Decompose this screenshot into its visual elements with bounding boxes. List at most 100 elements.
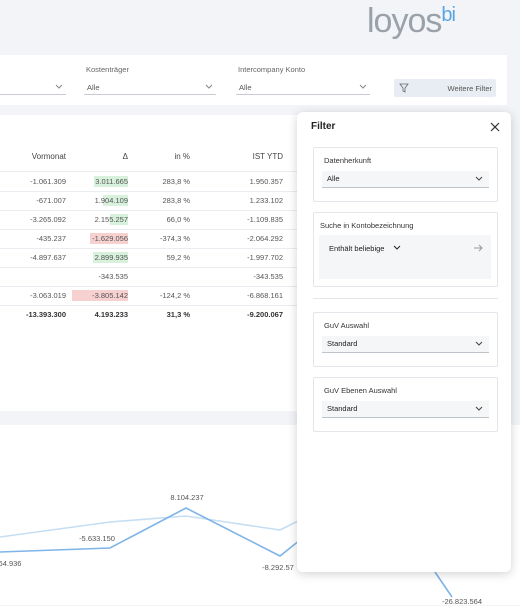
line-secondary <box>0 515 301 538</box>
chevron <box>475 341 483 346</box>
table-cell: -2.064.292 <box>247 234 283 243</box>
column-header: IST YTD <box>252 152 283 161</box>
section-label: Datenherkunft <box>324 156 372 165</box>
table-cell: 1.233.102 <box>249 196 283 205</box>
delta-bar <box>72 290 128 301</box>
table-cell: 3.011.665 <box>95 177 128 186</box>
table-cell: -3.805.142 <box>92 291 128 300</box>
table-cell: -343.535 <box>253 272 283 281</box>
chevron <box>359 84 367 89</box>
table-cell: 283,8 % <box>162 196 190 205</box>
table-cell: -1.061.309 <box>30 177 66 186</box>
submit-arrow[interactable] <box>473 243 483 253</box>
delta-bar <box>103 195 128 206</box>
delta-bar <box>94 176 128 187</box>
data-label: -26.823.564 <box>441 597 483 606</box>
dropdown-value: Alle <box>327 174 340 183</box>
row-separator <box>0 171 300 172</box>
dropdown[interactable]: Alle <box>322 171 489 188</box>
filter-bar: Kostenträger Alle Intercompany Konto All… <box>0 55 507 105</box>
search-mode[interactable]: Enthält beliebige <box>329 244 385 253</box>
data-label: 64.936 <box>0 559 22 568</box>
section-label: GuV Auswahl <box>324 321 370 330</box>
table-cell: -124,2 % <box>159 291 190 300</box>
section-label: GuV Ebenen Auswahl <box>324 386 397 395</box>
table-cell: -343.535 <box>98 272 128 281</box>
field-label: Intercompany Konto <box>238 65 306 74</box>
row-separator <box>0 210 300 211</box>
filter-panel: Filter Datenherkunft Alle Suche in Konto… <box>297 112 511 572</box>
table-cell: 1.904.109 <box>94 196 128 205</box>
table-cell: 2.899.935 <box>94 253 128 262</box>
logo-word: loyos <box>367 2 442 40</box>
row-separator <box>0 305 300 306</box>
table-cell: 283,8 % <box>162 177 190 186</box>
line-chart <box>0 507 453 598</box>
panel-title: Filter <box>311 121 336 132</box>
delta-bar <box>110 214 128 225</box>
table-cell: 2.155.257 <box>94 215 128 224</box>
row-separator <box>0 267 300 268</box>
table-cell: -671.007 <box>36 196 66 205</box>
line-primary <box>434 571 453 598</box>
data-label: 8.104.237 <box>170 493 204 502</box>
dropdown[interactable] <box>0 80 66 95</box>
dropdown-value: Alle <box>87 83 100 92</box>
table-cell: -3.063.019 <box>30 291 66 300</box>
more-filters-button[interactable]: Weitere Filter <box>394 79 496 97</box>
filter-icon <box>399 83 409 93</box>
total-cell: -9.200.067 <box>247 310 283 319</box>
row-separator <box>0 286 300 287</box>
column-header: Δ <box>122 152 128 161</box>
search-field[interactable]: Enthält beliebige <box>319 235 491 279</box>
table-cell: 59,2 % <box>166 253 190 262</box>
table-cell: -3.265.092 <box>30 215 66 224</box>
table-cell: -435.237 <box>36 234 66 243</box>
logo: loyosbi <box>367 2 456 41</box>
logo-suffix: bi <box>441 4 456 26</box>
filter-section: GuV Auswahl Standard <box>313 312 498 367</box>
table-cell: -374,3 % <box>159 234 190 243</box>
table-cell: -1.629.056 <box>92 234 128 243</box>
field-label: Kostenträger <box>86 65 129 74</box>
data-label: -5.633.150 <box>79 534 115 543</box>
total-cell: 4.193.233 <box>94 310 128 319</box>
dropdown[interactable]: Alle <box>84 80 216 95</box>
dropdown-value: Standard <box>327 339 358 348</box>
table-cell: -6.868.161 <box>247 291 283 300</box>
chevron <box>475 176 483 181</box>
filter-section: GuV Ebenen Auswahl Standard <box>313 377 498 432</box>
column-header: Vormonat <box>31 152 66 161</box>
chevron <box>55 84 63 89</box>
divider <box>313 298 498 299</box>
column-header: in % <box>174 152 190 161</box>
table-cell: 66,0 % <box>166 215 190 224</box>
chevron <box>393 245 401 250</box>
close-button[interactable] <box>490 122 500 132</box>
filter-section: Suche in Kontobezeichnung Enthält belieb… <box>313 212 498 287</box>
delta-bar <box>93 252 128 263</box>
row-separator <box>0 229 300 230</box>
table-cell: -1.109.835 <box>247 215 283 224</box>
row-separator <box>0 248 300 249</box>
section-label: Suche in Kontobezeichnung <box>320 221 414 230</box>
dropdown[interactable]: Alle <box>236 80 370 95</box>
total-cell: 31,3 % <box>166 310 190 319</box>
row-separator <box>0 191 300 192</box>
line-primary <box>0 507 301 557</box>
table-cell: -1.997.702 <box>247 253 283 262</box>
filter-section: Datenherkunft Alle <box>313 147 498 202</box>
button-label: Weitere Filter <box>447 84 492 93</box>
table-cell: 1.950.357 <box>249 177 283 186</box>
chevron <box>475 406 483 411</box>
data-label: -8.292.57 <box>262 563 294 572</box>
delta-bar <box>90 233 128 244</box>
dropdown-value: Alle <box>239 83 252 92</box>
dropdown[interactable]: Standard <box>322 336 489 353</box>
chevron <box>205 84 213 89</box>
total-cell: -13.393.300 <box>25 310 66 319</box>
dropdown[interactable]: Standard <box>322 401 489 418</box>
dropdown-value: Standard <box>327 404 358 413</box>
